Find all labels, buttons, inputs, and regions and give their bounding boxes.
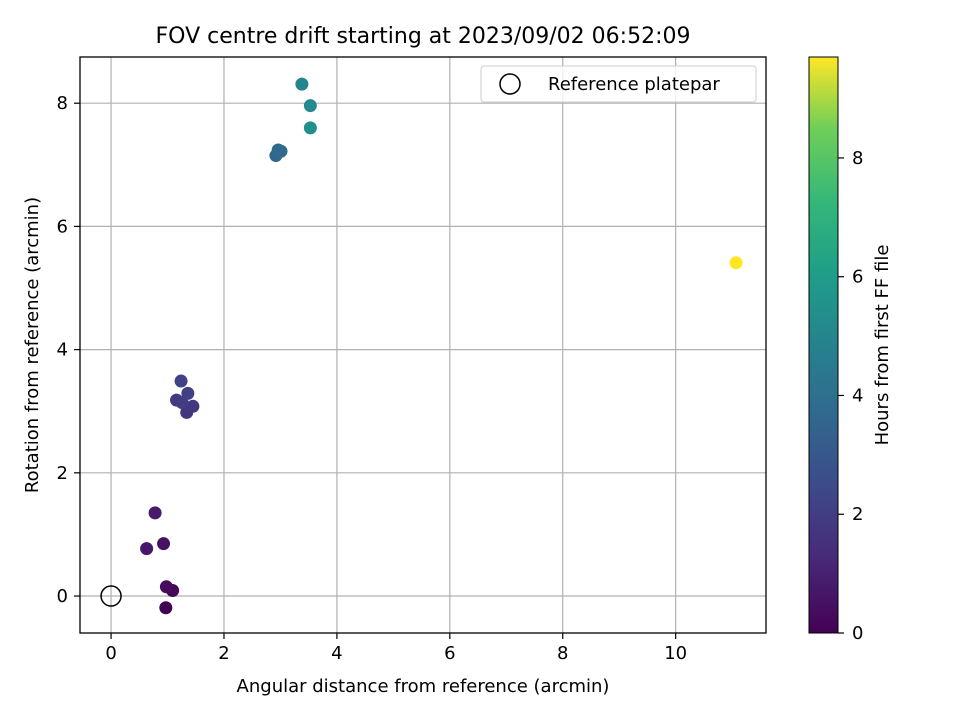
data-point (159, 601, 173, 615)
y-tick-label: 8 (57, 93, 68, 114)
y-axis-label: Rotation from reference (arcmin) (22, 197, 43, 493)
plot-frame (79, 56, 767, 634)
y-tick-label: 0 (57, 586, 68, 607)
x-axis-label: Angular distance from reference (arcmin) (237, 676, 610, 697)
legend-box (480, 65, 757, 103)
data-points (140, 77, 743, 615)
legend-reference-marker (499, 73, 521, 95)
colorbar-tick-label: 2 (852, 504, 863, 525)
colorbar-ticks: 0 2 4 6 8 (838, 148, 863, 644)
data-point (729, 256, 743, 270)
chart-title: FOV centre drift starting at 2023/09/02 … (156, 24, 691, 49)
colorbar-tick-label: 8 (852, 148, 863, 169)
grid-lines (80, 57, 766, 633)
legend-reference-label: Reference platepar (548, 74, 720, 95)
data-point (295, 77, 309, 91)
y-tick-label: 4 (57, 340, 68, 361)
x-tick-label: 4 (331, 643, 342, 664)
colorbar-tick-label: 4 (852, 385, 863, 406)
reference-marker (100, 585, 122, 607)
colorbar-tick-label: 6 (852, 267, 863, 288)
x-tick-label: 10 (664, 643, 687, 664)
y-tick-label: 6 (57, 216, 68, 237)
x-tick-label: 6 (444, 643, 455, 664)
data-point (303, 99, 317, 113)
data-point (148, 506, 162, 520)
colorbar (808, 56, 839, 634)
x-tick-label: 8 (557, 643, 568, 664)
colorbar-tick-label: 0 (852, 623, 863, 644)
legend: Reference platepar (480, 65, 757, 103)
data-point (181, 386, 195, 400)
data-point (159, 580, 173, 594)
data-point (140, 542, 154, 556)
x-tick-label: 2 (218, 643, 229, 664)
data-point (186, 399, 200, 413)
data-point (303, 121, 317, 135)
data-point (274, 144, 288, 158)
y-axis-ticks: 0 2 4 6 8 (57, 93, 80, 607)
x-axis-ticks: 0 2 4 6 8 10 (105, 633, 687, 664)
data-point (174, 374, 188, 388)
colorbar-label: Hours from first FF file (872, 245, 893, 446)
data-point (157, 537, 171, 551)
x-tick-label: 0 (105, 643, 116, 664)
y-tick-label: 2 (57, 463, 68, 484)
reference-point (100, 585, 122, 607)
